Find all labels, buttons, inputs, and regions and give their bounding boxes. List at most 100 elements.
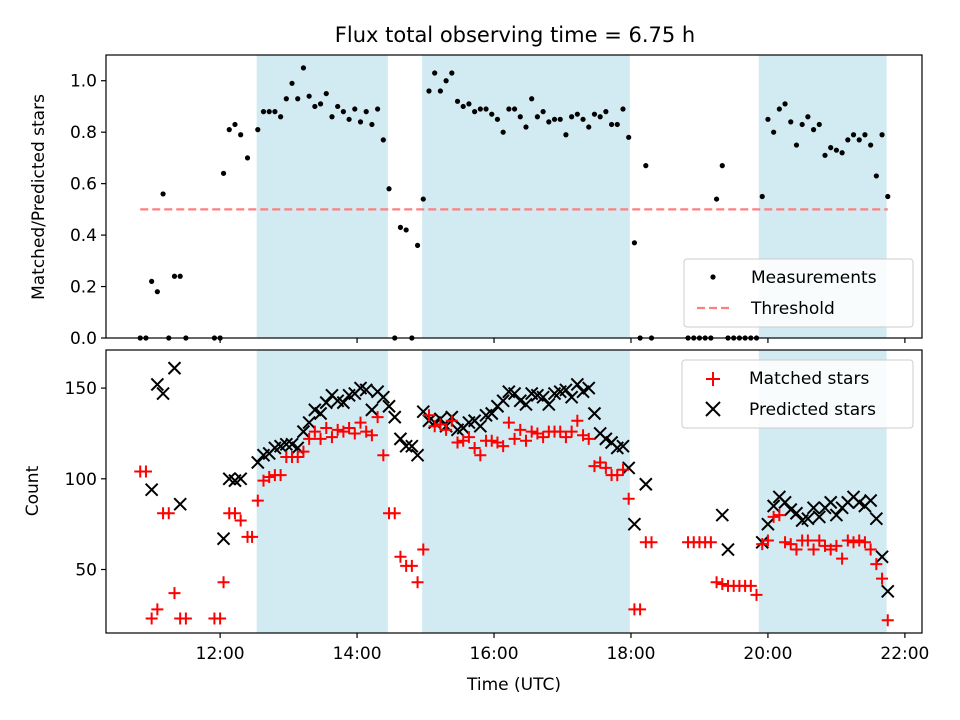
measurement-point	[603, 109, 609, 115]
legend-matched-label: Matched stars	[749, 369, 869, 389]
predicted-stars-point	[789, 506, 804, 520]
measurement-point	[346, 116, 352, 122]
predicted-stars-point	[519, 397, 533, 412]
measurement-point	[300, 65, 307, 71]
predicted-stars-point	[405, 439, 419, 453]
predicted-stars-point	[806, 501, 821, 515]
predicted-stars-point	[410, 448, 425, 462]
predicted-stars-point	[715, 508, 729, 522]
measurement-point	[278, 114, 284, 120]
matched-stars-point	[428, 420, 441, 433]
measurement-point	[160, 191, 166, 197]
measurement-point	[850, 132, 857, 138]
predicted-stars-point	[829, 508, 844, 522]
predicted-stars-point	[216, 531, 231, 546]
predicted-stars-point	[313, 406, 328, 421]
chart-title: Flux total observing time = 6.75 h	[335, 23, 695, 47]
top-panel-ylabel: Matched/Predicted stars	[29, 94, 49, 300]
measurement-point	[626, 134, 632, 140]
x-tick-label: 16:00	[470, 644, 519, 664]
predicted-stars-point	[302, 415, 316, 430]
matched-stars-point	[417, 543, 430, 556]
matched-stars-point	[325, 431, 338, 444]
predicted-stars-point	[251, 455, 265, 470]
matched-stars-point	[179, 612, 192, 625]
predicted-stars-point	[639, 477, 653, 491]
matched-stars-point	[750, 588, 763, 601]
legend-matched-marker	[706, 372, 720, 386]
measurement-point	[822, 152, 828, 158]
predicted-stars-point	[766, 499, 781, 513]
matched-stars-point	[790, 543, 803, 556]
measurement-point	[266, 109, 272, 115]
measurement-point	[816, 121, 822, 128]
matched-stars-point	[853, 534, 866, 547]
predicted-stars-point	[823, 495, 838, 510]
predicted-stars-point	[399, 439, 413, 453]
predicted-stars-point	[812, 510, 826, 524]
measurement-point	[569, 114, 575, 120]
measurement-point	[517, 114, 523, 120]
measurement-point	[534, 114, 540, 120]
matched-stars-point	[145, 612, 158, 625]
measurement-point	[454, 98, 461, 104]
predicted-stars-point	[507, 386, 522, 401]
matched-stars-point	[331, 423, 344, 436]
measurement-point	[782, 101, 788, 107]
predicted-stars-point	[473, 419, 488, 433]
matched-stars-point	[599, 461, 612, 474]
measurement-point	[574, 111, 580, 117]
measurement-point	[352, 106, 358, 112]
measurement-point	[335, 103, 341, 110]
predicted-stars-point	[536, 390, 550, 404]
matched-stars-point	[870, 558, 883, 571]
measurement-point	[460, 103, 466, 110]
predicted-stars-point	[881, 584, 895, 598]
measurement-point	[386, 186, 392, 192]
matched-stars-point	[320, 422, 333, 435]
bottom-legend-box	[681, 359, 914, 429]
x-tick-label: 12:00	[196, 644, 245, 664]
legend-measurements-marker	[710, 274, 716, 280]
matched-stars-point	[468, 441, 481, 454]
matched-stars-point	[616, 463, 629, 476]
top-legend: Measurements Threshold	[683, 258, 914, 328]
top-panel-frame	[105, 54, 923, 339]
measurement-point	[317, 101, 324, 107]
measurement-point	[540, 109, 546, 115]
y-tick-label: 0.0	[70, 329, 97, 349]
measurement-point	[620, 106, 626, 112]
measurement-point	[380, 137, 386, 143]
measurement-point	[862, 132, 868, 138]
predicted-stars-point	[778, 495, 792, 510]
matched-stars-point	[519, 434, 532, 447]
matched-stars-point	[611, 469, 624, 482]
observing-interval-band	[422, 55, 630, 338]
measurement-point	[713, 196, 720, 202]
matched-stars-point	[451, 436, 464, 449]
predicted-stars-point	[761, 517, 775, 531]
predicted-stars-point	[564, 390, 579, 404]
matched-stars-point	[508, 432, 521, 445]
bottom-panel-ylabel: Count	[23, 465, 43, 516]
matched-stars-point	[559, 431, 572, 444]
matched-stars-point	[645, 536, 658, 549]
matched-stars-point	[297, 445, 310, 458]
predicted-stars-point	[150, 377, 165, 392]
y-tick-label: 150	[65, 379, 97, 399]
measurement-point	[799, 121, 805, 128]
predicted-stars-point	[336, 395, 351, 410]
matched-stars-point	[582, 432, 595, 445]
measurement-point	[828, 145, 834, 151]
predicted-stars-point	[365, 403, 379, 417]
matched-stars-point	[537, 431, 550, 444]
measurement-point	[443, 78, 449, 84]
measurement-point	[154, 289, 160, 295]
measurement-point	[171, 273, 178, 279]
observing-interval-band	[256, 350, 388, 633]
matched-stars-point	[343, 422, 356, 435]
matched-stars-point	[377, 449, 390, 462]
measurement-point	[340, 109, 346, 115]
measurement-point	[283, 96, 289, 102]
